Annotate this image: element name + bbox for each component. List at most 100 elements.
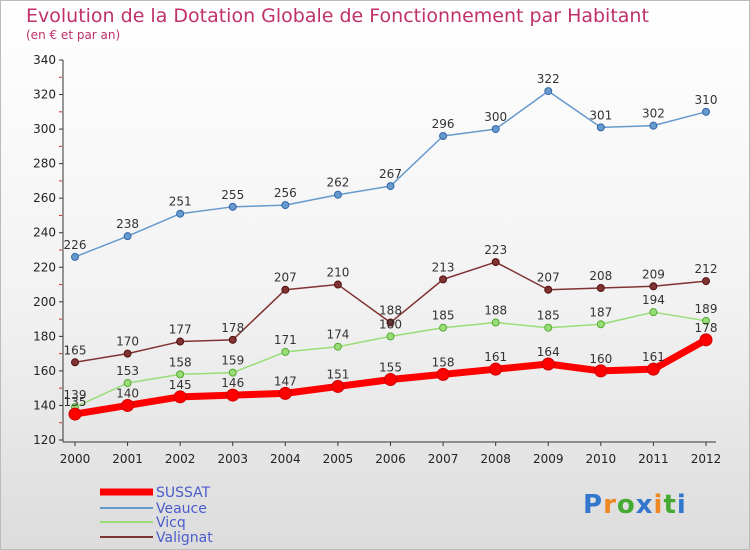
data-point-vicq <box>596 320 605 329</box>
y-tick-label: 200 <box>33 295 56 309</box>
data-label-vicq: 171 <box>274 333 297 347</box>
data-label-vicq: 189 <box>695 302 718 316</box>
data-label-valignat: 213 <box>432 260 455 274</box>
data-point-valignat <box>123 349 132 358</box>
legend-label-sussat: SUSSAT <box>156 485 211 501</box>
data-label-vicq: 159 <box>221 354 244 368</box>
data-point-sussat <box>121 398 135 412</box>
data-label-sussat: 147 <box>274 374 297 388</box>
legend-label-veauce: Veauce <box>156 501 207 517</box>
data-label-vicq: 185 <box>432 309 455 323</box>
logo-letter: i <box>676 490 687 520</box>
data-point-sussat <box>384 373 397 387</box>
data-label-veauce: 256 <box>274 186 297 200</box>
data-label-vicq: 180 <box>379 317 402 331</box>
data-label-valignat: 165 <box>64 343 87 357</box>
data-label-valignat: 212 <box>695 262 718 276</box>
proxiti-logo: Proxiti <box>583 490 687 520</box>
data-label-veauce: 226 <box>64 238 87 252</box>
logo-letter: t <box>663 490 677 520</box>
data-point-valignat <box>333 280 342 289</box>
data-label-sussat: 178 <box>695 321 718 335</box>
axes: 120 140 160 180 200 220 240 260 280 300 320 340 2000… <box>33 53 721 466</box>
data-point-veauce <box>544 87 553 96</box>
data-point-vicq <box>649 308 658 317</box>
data-label-valignat: 207 <box>537 271 560 285</box>
y-tick-label: 120 <box>33 433 56 447</box>
data-point-veauce <box>439 132 448 140</box>
data-point-sussat <box>489 362 503 376</box>
y-tick-label: 160 <box>33 364 56 378</box>
data-point-vicq <box>491 318 500 327</box>
data-point-sussat <box>173 390 187 404</box>
data-label-vicq: 187 <box>589 305 612 319</box>
data-point-vicq <box>123 379 132 387</box>
y-tick-label: 220 <box>33 260 56 274</box>
data-label-sussat: 140 <box>116 386 139 400</box>
data-point-vicq <box>439 323 448 332</box>
x-tick-label: 2006 <box>375 452 406 466</box>
x-tick-label: 2010 <box>586 452 617 466</box>
data-point-valignat <box>649 282 658 291</box>
data-label-sussat: 146 <box>221 376 244 390</box>
legend-label-valignat: Valignat <box>156 530 213 546</box>
data-label-sussat: 135 <box>64 395 87 409</box>
x-tick-label: 2011 <box>638 452 669 466</box>
series-layer <box>68 87 713 421</box>
data-point-vicq <box>281 347 290 356</box>
data-label-vicq: 185 <box>537 309 560 323</box>
data-point-valignat <box>176 337 185 346</box>
data-label-valignat: 177 <box>169 323 192 337</box>
data-label-vicq: 188 <box>484 304 507 318</box>
data-label-vicq: 194 <box>642 293 665 307</box>
data-label-valignat: 223 <box>484 243 507 257</box>
data-point-veauce <box>281 201 290 210</box>
data-point-sussat <box>699 333 713 347</box>
data-point-valignat <box>71 358 79 367</box>
data-label-veauce: 302 <box>642 107 665 121</box>
data-label-sussat: 160 <box>589 352 612 366</box>
legend-label-vicq: Vicq <box>156 515 186 531</box>
data-point-sussat <box>646 362 660 376</box>
data-label-veauce: 296 <box>432 117 455 131</box>
data-point-valignat <box>596 284 605 292</box>
x-tick-label: 2005 <box>323 452 354 466</box>
data-point-valignat <box>439 275 448 284</box>
y-tick-label: 260 <box>33 191 56 205</box>
data-point-vicq <box>544 323 553 332</box>
data-point-vicq <box>333 342 342 351</box>
data-point-vicq <box>386 332 395 341</box>
data-point-valignat <box>281 285 290 294</box>
data-point-veauce <box>491 125 500 134</box>
data-label-valignat: 208 <box>589 269 612 283</box>
x-tick-label: 2008 <box>480 452 511 466</box>
logo-letter: P <box>583 490 604 520</box>
data-point-valignat <box>491 258 500 267</box>
x-tick-label: 2002 <box>165 452 196 466</box>
x-tick-label: 2003 <box>217 452 248 466</box>
y-tick-label: 180 <box>33 329 56 343</box>
data-label-valignat: 170 <box>116 335 139 349</box>
logo-letter: r <box>603 490 617 520</box>
data-labels: 226 238 251 255 256 262 267 296 300 322 301 302 310 1… <box>64 72 718 409</box>
x-tick-label: 2004 <box>270 452 301 466</box>
data-label-valignat: 209 <box>642 267 665 281</box>
data-point-veauce <box>333 190 342 199</box>
data-label-sussat: 155 <box>379 361 402 375</box>
data-point-veauce <box>702 107 710 116</box>
data-label-veauce: 301 <box>589 108 612 122</box>
logo-letter: i <box>653 490 664 520</box>
data-point-veauce <box>71 252 79 261</box>
x-tick-label: 2012 <box>691 452 722 466</box>
data-label-vicq: 139 <box>64 388 87 402</box>
data-label-veauce: 300 <box>484 110 507 124</box>
data-point-veauce <box>228 202 237 211</box>
data-point-sussat <box>278 386 292 400</box>
x-tick-label: 2007 <box>428 452 459 466</box>
data-point-sussat <box>436 367 450 381</box>
data-point-valignat <box>702 277 710 286</box>
data-label-sussat: 164 <box>537 345 560 359</box>
